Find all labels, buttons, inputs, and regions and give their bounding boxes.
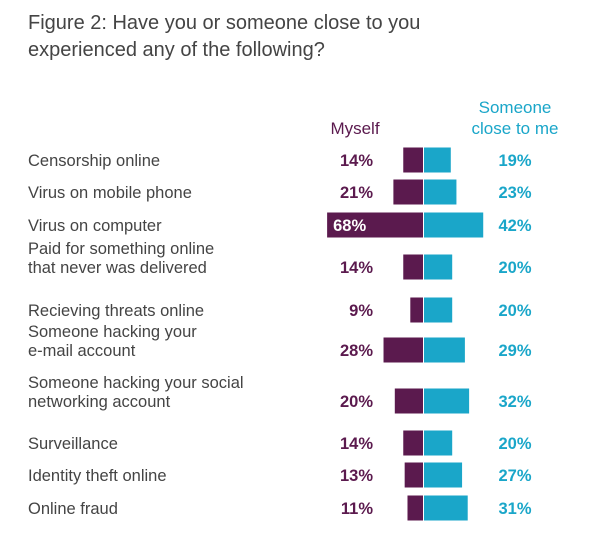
category-label: networking account [28, 393, 171, 411]
category-label: Online fraud [28, 500, 118, 518]
value-label-someone-close: 20% [498, 302, 531, 320]
column-headers: Myself Someone close to me [330, 98, 558, 138]
bar-someone-close [424, 179, 457, 205]
value-label-myself: 21% [340, 184, 373, 202]
bar-someone-close [424, 495, 468, 521]
bar-myself [393, 179, 423, 205]
category-label: Censorship online [28, 152, 160, 170]
value-label-someone-close: 32% [498, 393, 531, 411]
bar-myself [403, 430, 423, 456]
value-label-myself: 68% [333, 217, 366, 235]
value-label-someone-close: 19% [498, 152, 531, 170]
chart-row: Virus on computer 68% 42% [28, 212, 532, 238]
bar-someone-close [424, 388, 470, 414]
value-label-someone-close: 29% [498, 342, 531, 360]
value-label-someone-close: 42% [498, 217, 531, 235]
bar-someone-close [424, 212, 484, 238]
category-label: Virus on mobile phone [28, 184, 192, 202]
value-label-someone-close: 20% [498, 435, 531, 453]
value-label-someone-close: 27% [498, 467, 531, 485]
chart-row: Censorship online 14% 19% [28, 147, 532, 173]
category-label: Virus on computer [28, 217, 162, 235]
legend-myself: Myself [330, 119, 379, 138]
chart-rows: Censorship online 14% 19% Virus on mobile p… [28, 147, 532, 521]
value-label-myself: 11% [341, 500, 373, 518]
bar-myself [407, 495, 423, 521]
legend-someone-close-line2: close to me [472, 119, 559, 138]
category-label: Surveillance [28, 435, 118, 453]
chart-row: Online fraud 11% 31% [28, 495, 532, 521]
category-label: Paid for something online [28, 240, 214, 258]
bar-myself [404, 462, 423, 488]
chart-row: Surveillance 14% 20% [28, 430, 532, 456]
legend-someone-close-line1: Someone [479, 98, 552, 117]
value-label-myself: 14% [340, 435, 373, 453]
bar-someone-close [424, 254, 453, 280]
bar-someone-close [424, 297, 453, 323]
title-line: Figure 2: Have you or someone close to y… [28, 12, 420, 34]
value-label-myself: 13% [340, 467, 373, 485]
bar-someone-close [424, 430, 453, 456]
bar-someone-close [424, 147, 451, 173]
bar-myself [403, 147, 423, 173]
category-label: Identity theft online [28, 467, 167, 485]
value-label-myself: 14% [340, 259, 373, 277]
chart-row: Virus on mobile phone 21% 23% [28, 179, 532, 205]
title-line: experienced any of the following? [28, 39, 325, 61]
bar-myself [403, 254, 423, 280]
value-label-myself: 20% [340, 393, 373, 411]
category-label: e-mail account [28, 342, 136, 360]
chart-row: Recieving threats online 9% 20% [28, 297, 532, 323]
bar-someone-close [424, 462, 463, 488]
bar-myself [410, 297, 423, 323]
chart-row: Identity theft online 13% 27% [28, 462, 532, 488]
value-label-someone-close: 31% [498, 500, 531, 518]
value-label-myself: 28% [340, 342, 373, 360]
bar-myself [383, 337, 423, 363]
bar-myself [327, 212, 423, 238]
category-label: Someone hacking your [28, 323, 197, 341]
value-label-myself: 9% [349, 302, 373, 320]
value-label-someone-close: 23% [498, 184, 531, 202]
bar-someone-close [424, 337, 465, 363]
value-label-myself: 14% [340, 152, 373, 170]
bar-myself [394, 388, 423, 414]
chart-title: Figure 2: Have you or someone close to y… [28, 12, 420, 61]
category-label: that never was delivered [28, 259, 207, 277]
category-label: Someone hacking your social [28, 374, 244, 392]
value-label-someone-close: 20% [498, 259, 531, 277]
category-label: Recieving threats online [28, 302, 204, 320]
